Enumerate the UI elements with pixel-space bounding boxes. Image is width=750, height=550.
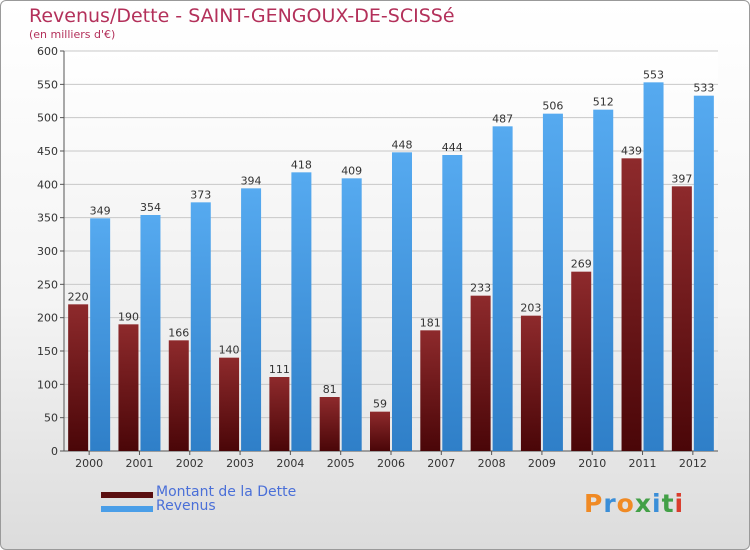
bar-debt [319,397,340,451]
chart-title: Revenus/Dette - SAINT-GENGOUX-DE-SCISSé [29,5,455,27]
bar-revenus [492,126,513,451]
bar-revenus [341,178,362,452]
x-tick-label: 2006 [377,457,405,470]
data-label-revenus: 349 [90,204,111,217]
chart-subtitle: (en milliers d'€) [29,28,116,41]
bar-debt [370,411,390,451]
data-label-debt: 59 [373,398,387,411]
logo-letter: x [634,489,652,518]
legend-label-revenus: Revenus [156,498,216,514]
x-tick-label: 2003 [226,457,254,470]
x-tick-label: 2005 [327,457,355,470]
bar-debt [420,330,441,451]
x-tick-label: 2010 [578,457,606,470]
data-label-debt: 166 [168,326,189,339]
data-label-revenus: 354 [140,201,161,214]
data-label-revenus: 448 [392,138,413,151]
bar-debt [520,315,541,451]
bar-revenus [593,109,614,452]
bar-debt [269,377,290,451]
legend-swatch-revenus [101,506,153,512]
bar-debt [168,340,189,451]
bar-revenus [392,152,412,452]
bar-revenus [643,82,664,451]
x-tick-label: 2012 [679,457,707,470]
data-label-revenus: 394 [241,174,262,187]
bar-debt [118,324,139,451]
y-tick-label: 350 [37,212,58,225]
data-label-revenus: 487 [492,112,513,125]
y-tick-label: 250 [37,278,58,291]
x-tick-label: 2004 [276,457,304,470]
data-label-debt: 233 [470,282,491,295]
bar-debt [621,158,642,452]
y-tick-label: 200 [37,312,58,325]
bar-revenus [542,113,563,452]
logo-letter: P [584,489,604,518]
data-label-debt: 81 [323,383,337,396]
x-tick-label: 2002 [176,457,204,470]
bar-revenus [291,172,312,452]
data-label-debt: 111 [269,363,290,376]
bar-debt [571,271,592,451]
y-tick-label: 550 [37,78,58,91]
data-label-debt: 190 [118,310,139,323]
y-tick-label: 500 [37,112,58,125]
y-tick-label: 0 [51,445,58,458]
data-label-debt: 140 [219,344,240,357]
bar-revenus [140,215,161,451]
data-label-revenus: 444 [442,141,463,154]
proxiti-logo: Proxiti [584,489,684,518]
logo-letter: o [616,489,635,518]
bar-revenus [90,218,111,451]
data-label-debt: 439 [621,144,642,157]
x-tick-label: 2011 [629,457,657,470]
logo-letter: r [603,489,617,518]
y-tick-label: 600 [37,45,58,58]
data-label-revenus: 373 [190,188,211,201]
y-tick-label: 50 [44,412,58,425]
x-tick-label: 2009 [528,457,556,470]
y-tick-label: 450 [37,145,58,158]
data-label-debt: 397 [671,172,692,185]
data-label-debt: 269 [571,258,592,271]
data-label-debt: 181 [420,316,441,329]
y-tick-label: 400 [37,178,58,191]
data-label-debt: 220 [68,290,89,303]
logo-letter: i [674,489,685,518]
x-tick-label: 2008 [478,457,506,470]
data-label-revenus: 409 [341,164,362,177]
x-tick-label: 2007 [427,457,455,470]
y-tick-label: 150 [37,345,58,358]
data-label-revenus: 418 [291,158,312,171]
x-tick-label: 2001 [125,457,153,470]
bar-debt [68,304,89,451]
bar-debt [219,357,240,451]
y-tick-label: 300 [37,245,58,258]
bar-debt [671,186,692,452]
legend-swatch-debt [101,492,153,498]
data-label-revenus: 553 [643,68,664,81]
logo-letter: t [661,489,675,518]
data-label-revenus: 533 [693,82,714,95]
bar-revenus [190,202,211,451]
data-label-debt: 203 [520,302,541,315]
bar-revenus [241,188,262,452]
bar-revenus [693,95,714,452]
legend-label-debt: Montant de la Dette [156,484,297,500]
bar-revenus [442,155,463,451]
x-tick-label: 2000 [75,457,103,470]
logo-letter: i [652,489,662,518]
y-tick-label: 100 [37,378,58,391]
data-label-revenus: 506 [542,100,563,113]
bar-debt [470,295,491,451]
data-label-revenus: 512 [593,96,614,109]
